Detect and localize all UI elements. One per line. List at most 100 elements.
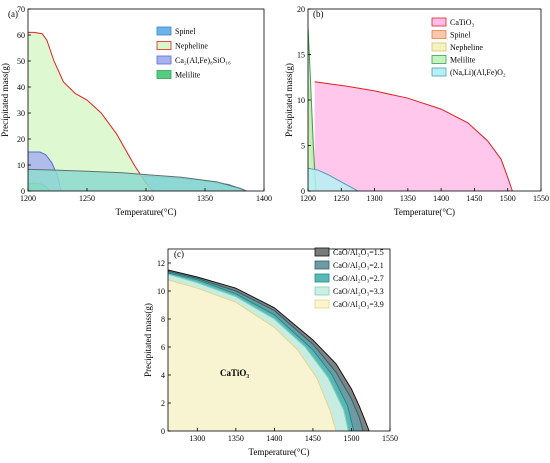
x-tick-label: 1200 [20,194,36,203]
x-axis-label: Temperature(°C) [116,207,177,217]
legend-swatch [314,286,330,296]
series-area [28,169,247,191]
x-tick-label: 1550 [382,434,398,443]
series-line [168,279,337,431]
x-axis-label: Temperature(°C) [249,447,310,457]
chart-panel: 1300 1350 1400 1450 1500 1550 0 2 4 6 8 10 12 Tempera… [143,247,398,457]
legend-swatch [156,41,172,50]
chart-panel: 1200 1250 1300 1350 1400 1450 1500 1550 0 5 10 15 20… [284,5,549,217]
legend-swatch [156,55,172,65]
chart-panel: 1200 1250 1300 1350 1400 0 10 20 30 40 50 60 70 Tempe… [0,5,272,217]
series-area [168,279,337,431]
legend-label: CaO/Al₂O₃=2.7 [333,274,384,283]
panel-label: (a) [8,9,18,19]
y-tick-label: 0 [21,187,25,196]
legend-label: CaO/Al₂O₃=1.5 [333,248,384,257]
legend-label: Ca₂(Al,Fe)₈SiO₁₆ [175,56,231,65]
legend-label: CaTiO₃ [450,18,474,27]
legend-label: CaO/Al₂O₃=2.1 [333,261,384,270]
y-tick-label: 5 [301,142,305,151]
legend-swatch [431,42,447,52]
x-tick-label: 1500 [343,434,359,443]
legend-swatch [314,260,330,270]
legend-label: Spinel [175,27,196,36]
y-tick-label: 30 [17,109,25,118]
y-tick-label: 20 [17,135,25,144]
x-tick-label: 1250 [333,194,349,203]
y-tick-label: 10 [157,287,165,296]
x-axis-label: Temperature(°C) [394,207,455,217]
y-tick-label: 6 [161,343,165,352]
y-tick-label: 0 [301,187,305,196]
legend-label: (Na,Li)(Al,Fe)O₂ [450,68,506,77]
series-area [314,81,513,191]
x-tick-label: 1500 [500,194,516,203]
x-tick-label: 1350 [197,194,213,203]
legend-swatch [314,247,330,257]
y-tick-label: 40 [17,83,25,92]
series-line [308,167,359,191]
x-tick-label: 1300 [138,194,154,203]
plot-area [168,269,370,431]
x-tick-label: 1450 [466,194,482,203]
legend-swatch [431,55,447,64]
legend-label: Spinel [450,31,471,40]
series-area [308,168,358,191]
plot-frame [167,248,391,432]
x-tick-label: 1200 [300,194,316,203]
y-axis-label: Precipitated mass(g) [143,303,153,377]
legend-swatch [156,70,172,79]
y-tick-label: 10 [297,96,305,105]
y-tick-label: 60 [17,31,25,40]
x-tick-label: 1350 [400,194,416,203]
y-tick-label: 10 [17,161,25,170]
panel-label: (b) [313,9,324,19]
series-line [168,269,370,431]
x-tick-label: 1400 [266,434,282,443]
legend-label: Nepheline [450,43,483,52]
x-tick-label: 1300 [367,194,383,203]
y-tick-label: 70 [17,5,25,14]
y-tick-label: 20 [297,5,305,14]
series-area [28,32,154,191]
series-area [308,27,316,191]
y-axis-label: Precipitated mass(g) [284,63,294,137]
x-tick-label: 1350 [228,434,244,443]
x-tick-label: 1250 [79,194,95,203]
panel-label: (c) [174,249,184,259]
legend-swatch [314,299,330,309]
legend-label: Melilite [450,56,476,65]
x-tick-label: 1450 [305,434,321,443]
legend-swatch [156,26,172,36]
legend-label: Nepheline [175,42,208,51]
y-tick-label: 2 [161,399,165,408]
x-tick-label: 1300 [189,434,205,443]
y-tick-label: 8 [161,315,165,324]
y-tick-label: 4 [161,371,165,380]
legend-swatch [431,30,447,39]
x-tick-label: 1400 [433,194,449,203]
legend-label: Melilite [175,71,201,80]
series-line [28,31,154,191]
series-line [28,168,247,191]
legend-swatch [431,67,447,77]
series-line [168,272,355,431]
legend-label: CaO/Al₂O₃=3.9 [333,300,384,309]
series-line [168,270,364,431]
y-tick-label: 15 [297,51,305,60]
x-tick-label: 1400 [256,194,272,203]
series-line [314,81,513,191]
legend-label: CaO/Al₂O₃=3.3 [333,287,384,296]
legend-swatch [314,273,330,283]
plot-area [28,31,247,191]
annotation-label: CaTiO₃ [220,368,249,378]
y-tick-label: 50 [17,57,25,66]
y-axis-label: Precipitated mass(g) [0,63,10,137]
x-tick-label: 1550 [533,194,549,203]
y-tick-label: 12 [157,259,165,268]
legend-swatch [431,17,447,27]
series-line [168,273,349,431]
y-tick-label: 0 [161,427,165,436]
plot-area [308,27,513,191]
